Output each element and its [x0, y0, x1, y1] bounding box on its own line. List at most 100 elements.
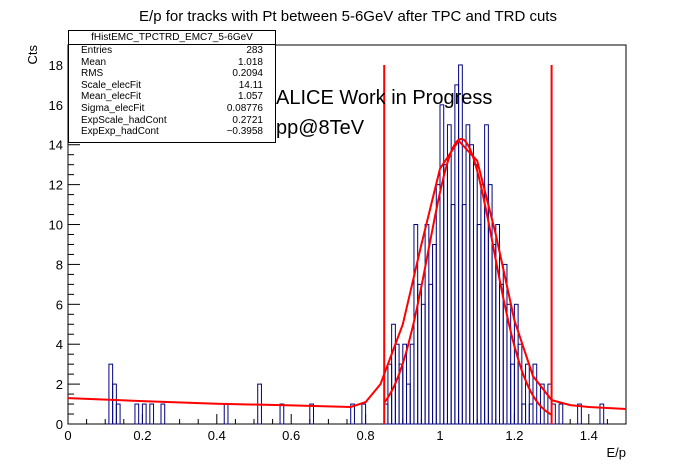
stats-row-label: ExpScale_hadCont	[81, 114, 167, 126]
stats-row-value: 1.057	[237, 91, 263, 103]
histogram-bin	[454, 84, 460, 425]
histogram-bin	[223, 403, 229, 425]
histogram-bin	[521, 403, 527, 425]
stats-row-label: Sigma_elecFit	[81, 102, 145, 114]
stats-row: ExpScale_hadCont 0.2721	[69, 115, 275, 127]
stats-title: fHistEMC_TPCTRD_EMC7_5-6GeV	[69, 31, 275, 45]
histogram-bin	[491, 243, 497, 425]
stats-row: RMS 0.2094	[69, 68, 275, 80]
histogram-bin	[465, 124, 471, 425]
stats-row-label: Scale_elecFit	[81, 79, 142, 91]
histogram-bin	[502, 263, 508, 425]
histogram-bin	[115, 403, 121, 425]
y-tick-label: 0	[56, 417, 63, 432]
histogram-bin	[469, 144, 474, 425]
stats-row: Mean 1.018	[69, 57, 275, 69]
x-axis-label: E/p	[606, 445, 626, 460]
stats-row-value: 0.08776	[226, 102, 263, 114]
chart-title: E/p for tracks with Pt between 5-6GeV af…	[139, 8, 557, 25]
stats-box: fHistEMC_TPCTRD_EMC7_5-6GeV Entries 283 Me…	[68, 30, 276, 143]
histogram-bin	[599, 403, 605, 425]
histogram-bin	[443, 164, 448, 425]
histogram-bin	[406, 383, 411, 425]
histogram-bin	[134, 403, 140, 425]
x-tick-label: 0	[64, 428, 71, 443]
histogram-bin	[495, 224, 501, 425]
histogram-bin	[309, 403, 315, 425]
stats-row-label: Entries	[81, 45, 113, 56]
histogram-bin	[108, 363, 114, 425]
y-tick-label: 14	[49, 138, 63, 153]
histogram-bin	[532, 363, 538, 425]
histogram-bin	[480, 184, 486, 425]
histogram-layer	[108, 64, 605, 425]
histogram-bin	[539, 383, 545, 425]
histogram-bin	[458, 64, 463, 425]
y-tick-label: 12	[49, 178, 63, 193]
histogram-bin	[525, 363, 530, 425]
x-tick-label: 1	[436, 428, 443, 443]
stats-row: Entries 283	[69, 45, 275, 57]
histogram-bin	[472, 164, 478, 425]
x-tick-label: 0.4	[208, 428, 226, 443]
histogram-bin	[558, 403, 564, 425]
y-axis-label: Cts	[25, 45, 40, 65]
fit-layer	[67, 65, 627, 424]
stats-row: ExpExp_hadCont −0.3958	[69, 126, 275, 138]
annotation-alice: ALICE Work in Progress	[276, 87, 492, 109]
histogram-bin	[517, 343, 523, 425]
stats-row-value: 0.2094	[232, 68, 263, 80]
histogram-bin	[476, 224, 482, 425]
histogram-bin	[484, 124, 489, 425]
x-tick-label: 0.2	[133, 428, 151, 443]
y-tick-label: 10	[49, 218, 63, 233]
histogram-bin	[149, 403, 155, 425]
x-tick-label: 1.2	[505, 428, 523, 443]
histogram-bin	[510, 363, 515, 425]
histogram-bin	[112, 383, 117, 425]
y-tick-label: 2	[56, 377, 63, 392]
histogram-bin	[420, 303, 426, 425]
histogram-bin	[439, 104, 445, 425]
histogram-bin	[432, 243, 437, 425]
stats-row-label: ExpExp_hadCont	[81, 126, 159, 138]
stats-row: Scale_elecFit 14.11	[69, 80, 275, 92]
stats-row-label: RMS	[81, 68, 104, 80]
x-tick-label: 1.4	[580, 428, 598, 443]
histogram-bin	[409, 343, 415, 425]
y-tick-label: 16	[49, 98, 63, 113]
stats-row-label: Mean	[81, 56, 107, 68]
y-tick-label: 6	[56, 297, 63, 312]
stats-rows: Entries 283 Mean 1.018 RMS 0.2094 Scale_elecFi…	[69, 45, 275, 138]
histogram-bin	[577, 403, 582, 425]
stats-row-value: 0.2721	[232, 114, 263, 126]
histogram-bin	[450, 204, 456, 425]
histogram-bin	[160, 403, 166, 425]
electron-fit-curve	[383, 137, 553, 416]
stats-row-value: 283	[246, 45, 263, 56]
histogram-bin	[528, 403, 534, 425]
y-tick-label: 8	[56, 257, 63, 272]
histogram-bin	[499, 283, 504, 425]
stats-row-value: 1.018	[237, 56, 263, 68]
histogram-bin	[413, 224, 419, 425]
y-tick-label: 18	[49, 58, 63, 73]
stats-row-value: −0.3958	[226, 126, 263, 138]
histogram-bin	[350, 403, 355, 425]
x-tick-label: 0.8	[357, 428, 375, 443]
histogram-bin	[361, 403, 367, 425]
histogram-bin	[428, 283, 434, 425]
annotation-energy: pp@8TeV	[276, 117, 365, 139]
stats-row-label: Mean_elecFit	[81, 91, 142, 103]
histogram-bin	[141, 403, 147, 425]
histogram-bin	[391, 323, 396, 425]
x-tick-label: 0.6	[282, 428, 300, 443]
stats-row-value: 14.11	[238, 79, 263, 91]
stats-row: Mean_elecFit 1.057	[69, 91, 275, 103]
histogram-bin	[461, 204, 467, 425]
total-fit-curve	[67, 139, 627, 410]
histogram-bin	[279, 403, 285, 425]
histogram-bin	[446, 124, 452, 425]
histogram-bin	[435, 184, 441, 425]
